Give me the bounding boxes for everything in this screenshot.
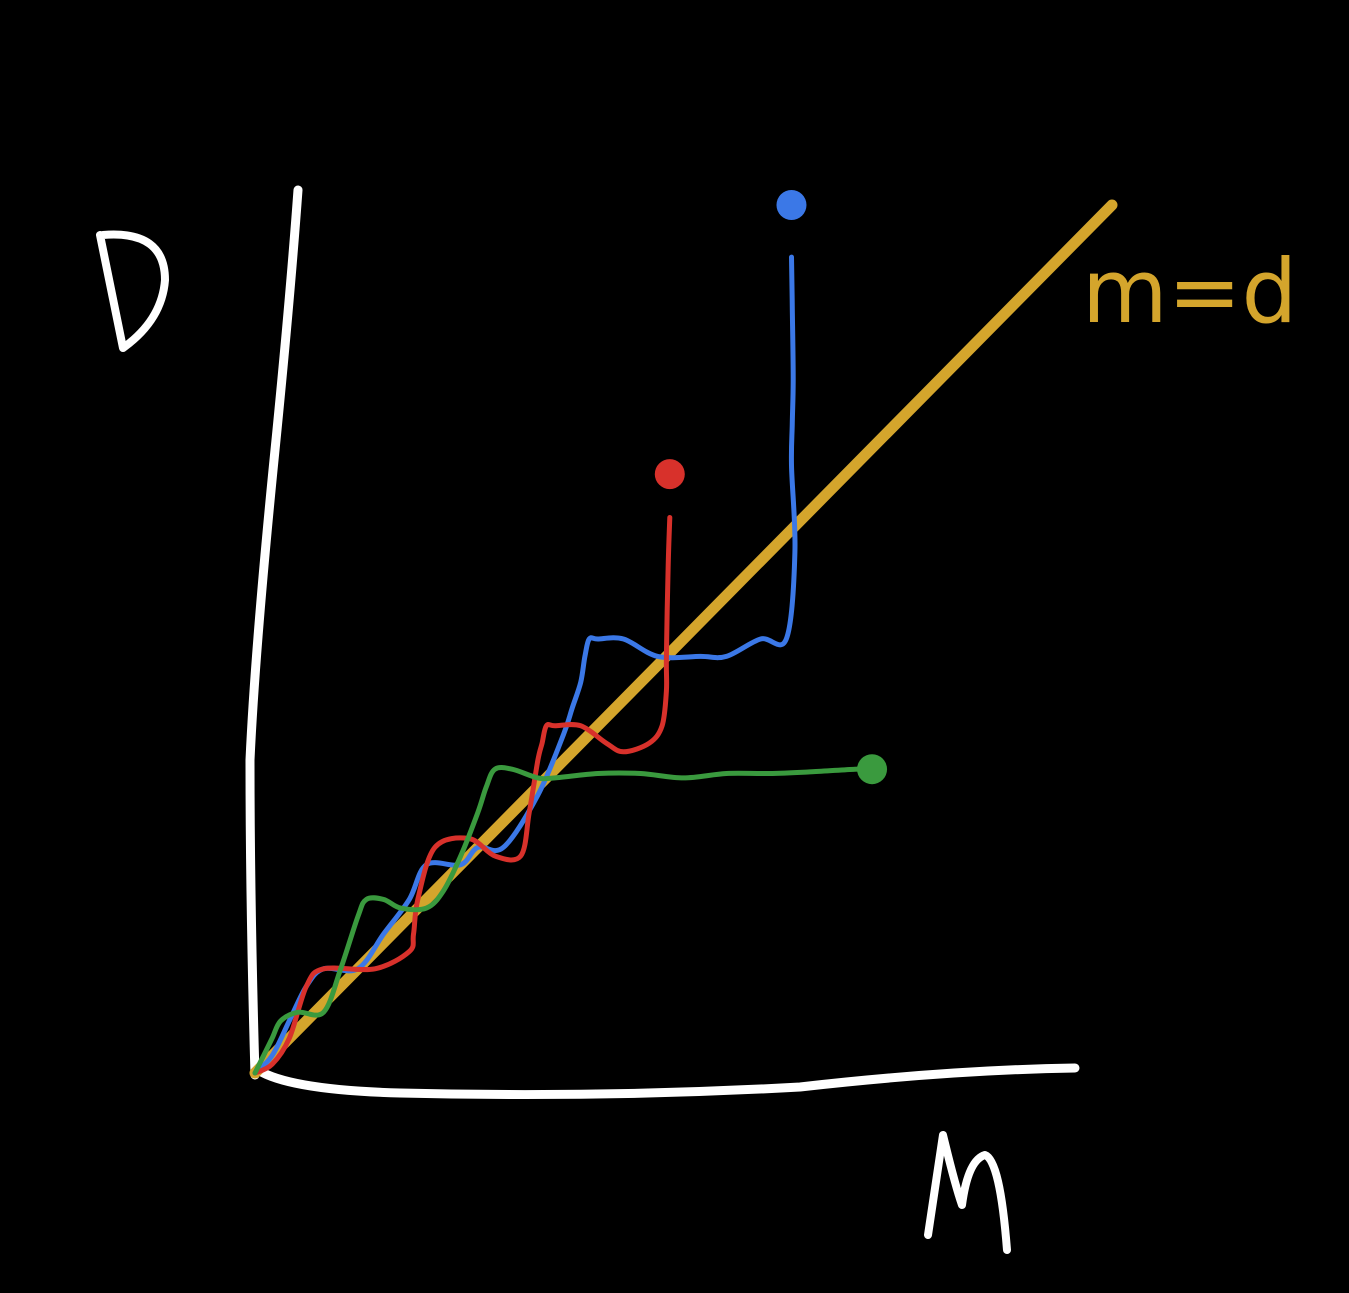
y-axis bbox=[245, 185, 303, 1080]
series-line-1 bbox=[252, 254, 798, 1076]
y-axis-label: D bbox=[96, 230, 169, 352]
series-line-3 bbox=[252, 765, 875, 1076]
series-layer bbox=[252, 190, 888, 1076]
series-endpoint-2 bbox=[654, 459, 685, 490]
y-axis-label-text: D bbox=[130, 299, 131, 301]
series-line-2 bbox=[252, 515, 673, 1076]
reference-line-label: m=d bbox=[1082, 240, 1297, 343]
x-axis-label: M bbox=[924, 1131, 1011, 1254]
series-endpoint-1 bbox=[776, 190, 807, 220]
series-endpoint-3 bbox=[857, 754, 888, 785]
x-axis bbox=[253, 1063, 1080, 1100]
reference-line-m-equals-d bbox=[249, 199, 1118, 1079]
